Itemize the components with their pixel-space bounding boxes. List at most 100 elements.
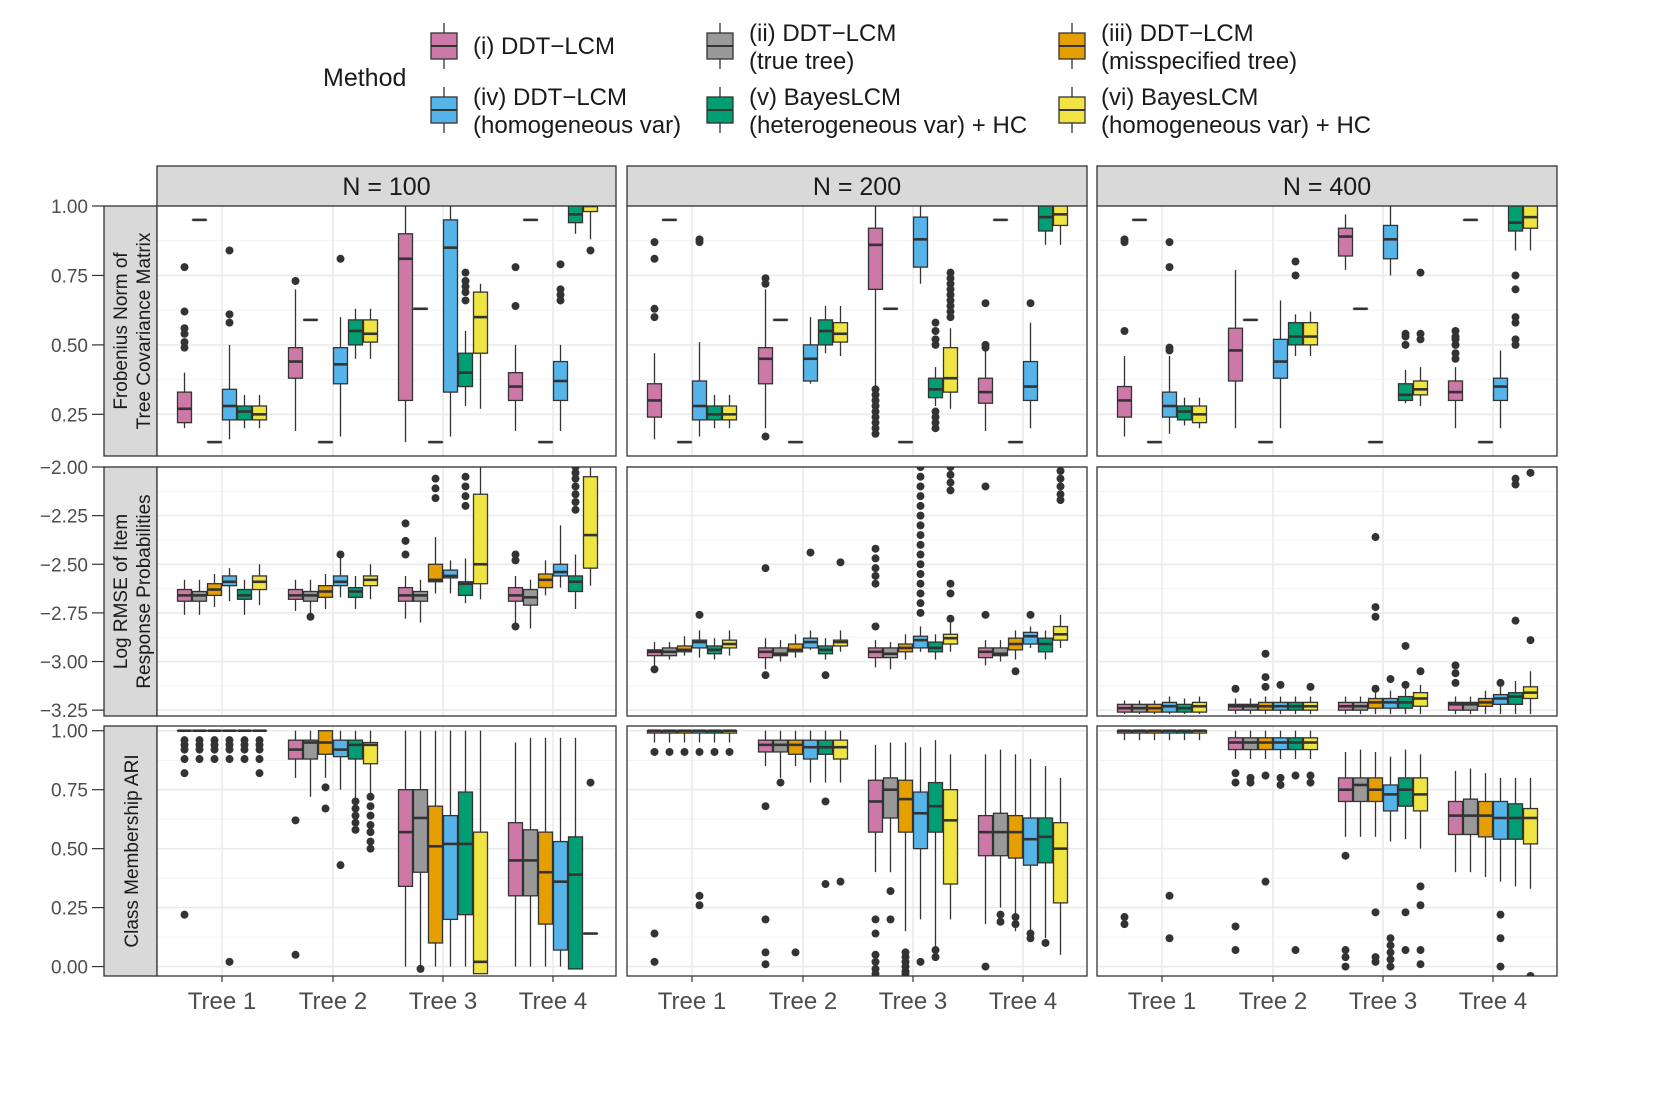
outlier-point [946, 307, 955, 316]
boxplot-v [1176, 729, 1193, 741]
outlier-point [761, 564, 770, 573]
box [1492, 377, 1509, 402]
box [472, 831, 489, 975]
boxplot-vi [942, 754, 959, 920]
outlier-point [1511, 340, 1520, 349]
boxplot-i [757, 730, 774, 969]
outlier-point [1386, 948, 1395, 957]
outlier-point [946, 274, 955, 283]
outlier-point [946, 302, 955, 310]
facet-strip [1096, 165, 1558, 207]
boxplot-ii [191, 579, 208, 615]
boxplot-iv [1382, 675, 1399, 715]
outlier-point [180, 324, 189, 333]
boxplot-iv [1161, 238, 1178, 434]
box [582, 476, 599, 569]
outlier-point [1451, 661, 1460, 670]
box [691, 380, 708, 421]
outlier-point [180, 745, 189, 754]
legend-label: (iv) DDT−LCM [473, 84, 627, 111]
outlier-point [1496, 934, 1505, 943]
y-tick-label: 0.50 [51, 336, 88, 357]
outlier-point [571, 490, 580, 499]
row-strip-label-line: Frobenius Norm of [111, 252, 132, 410]
outlier-point [871, 424, 880, 433]
outlier-point [650, 957, 659, 966]
boxplot-i [1337, 214, 1354, 270]
outlier-point [1306, 682, 1315, 691]
outlier-point [916, 560, 925, 569]
outlier-point [1511, 285, 1520, 294]
outlier-point [916, 521, 925, 530]
panel-border [156, 466, 617, 717]
outlier-point [836, 877, 845, 886]
outlier-point [1231, 684, 1240, 693]
legend-label: (i) DDT−LCM [473, 33, 615, 60]
outlier-point [931, 946, 940, 955]
boxplot-vi [1412, 268, 1429, 406]
outlier-point [1056, 467, 1065, 475]
outlier-point [1371, 908, 1380, 917]
outlier-point [871, 407, 880, 416]
outlier-point [776, 778, 785, 787]
outlier-point [1416, 946, 1425, 955]
outlier-point [871, 571, 880, 580]
boxplot-iv [1272, 730, 1289, 789]
box [1272, 338, 1289, 379]
boxplot-vi [1302, 682, 1319, 715]
boxplot-ii [412, 730, 429, 973]
row-strip-label-line: Class Membership ARI [122, 754, 143, 947]
box [457, 791, 474, 916]
outlier-point [981, 610, 990, 619]
outlier-point [1026, 610, 1035, 619]
panel-marks [646, 206, 1069, 444]
boxplot-v [236, 579, 253, 615]
outlier-point [556, 290, 565, 299]
outlier-point [931, 418, 940, 427]
outlier-point [1416, 960, 1425, 969]
box [236, 405, 253, 421]
outlier-point [1291, 771, 1300, 780]
outlier-point [255, 769, 264, 778]
boxplot-vi [942, 268, 959, 409]
outlier-point [461, 282, 470, 291]
boxplot-vi [472, 283, 489, 409]
boxplot-i [977, 299, 994, 431]
box [552, 840, 569, 951]
box [691, 639, 708, 649]
outlier-point [695, 891, 704, 900]
outlier-point [1165, 263, 1174, 272]
boxplot-iii [206, 573, 223, 608]
panel-border [626, 725, 1088, 977]
outlier-point [1231, 769, 1240, 778]
boxplot-iii [787, 730, 804, 957]
facet-strip-label: N = 400 [1283, 173, 1371, 201]
outlier-point [1371, 612, 1380, 621]
boxplot-vi [1302, 311, 1319, 356]
outlier-point [946, 486, 955, 495]
y-tick-label: −2.75 [40, 604, 88, 625]
legend-label: (heterogeneous var) + HC [749, 112, 1027, 139]
outlier-point [1386, 962, 1395, 971]
boxplot-i [176, 729, 193, 919]
outlier-point [665, 747, 674, 756]
panel-marks [1116, 206, 1539, 444]
y-tick-label: 0.00 [51, 958, 88, 979]
box [1052, 822, 1069, 904]
boxplot-iv [691, 235, 708, 437]
boxplot-vi [832, 306, 849, 356]
box [1397, 777, 1414, 807]
box [397, 233, 414, 402]
boxplot-i [1337, 751, 1354, 971]
outlier-point [1416, 335, 1425, 344]
outlier-point [431, 494, 440, 503]
outlier-point [650, 313, 659, 322]
outlier-point [586, 246, 595, 255]
boxplot-iv [1382, 206, 1399, 276]
boxplot-ii [1131, 700, 1148, 715]
box [912, 635, 929, 649]
outlier-point [916, 589, 925, 598]
boxplot-i [1227, 684, 1244, 715]
outlier-point [821, 880, 830, 889]
